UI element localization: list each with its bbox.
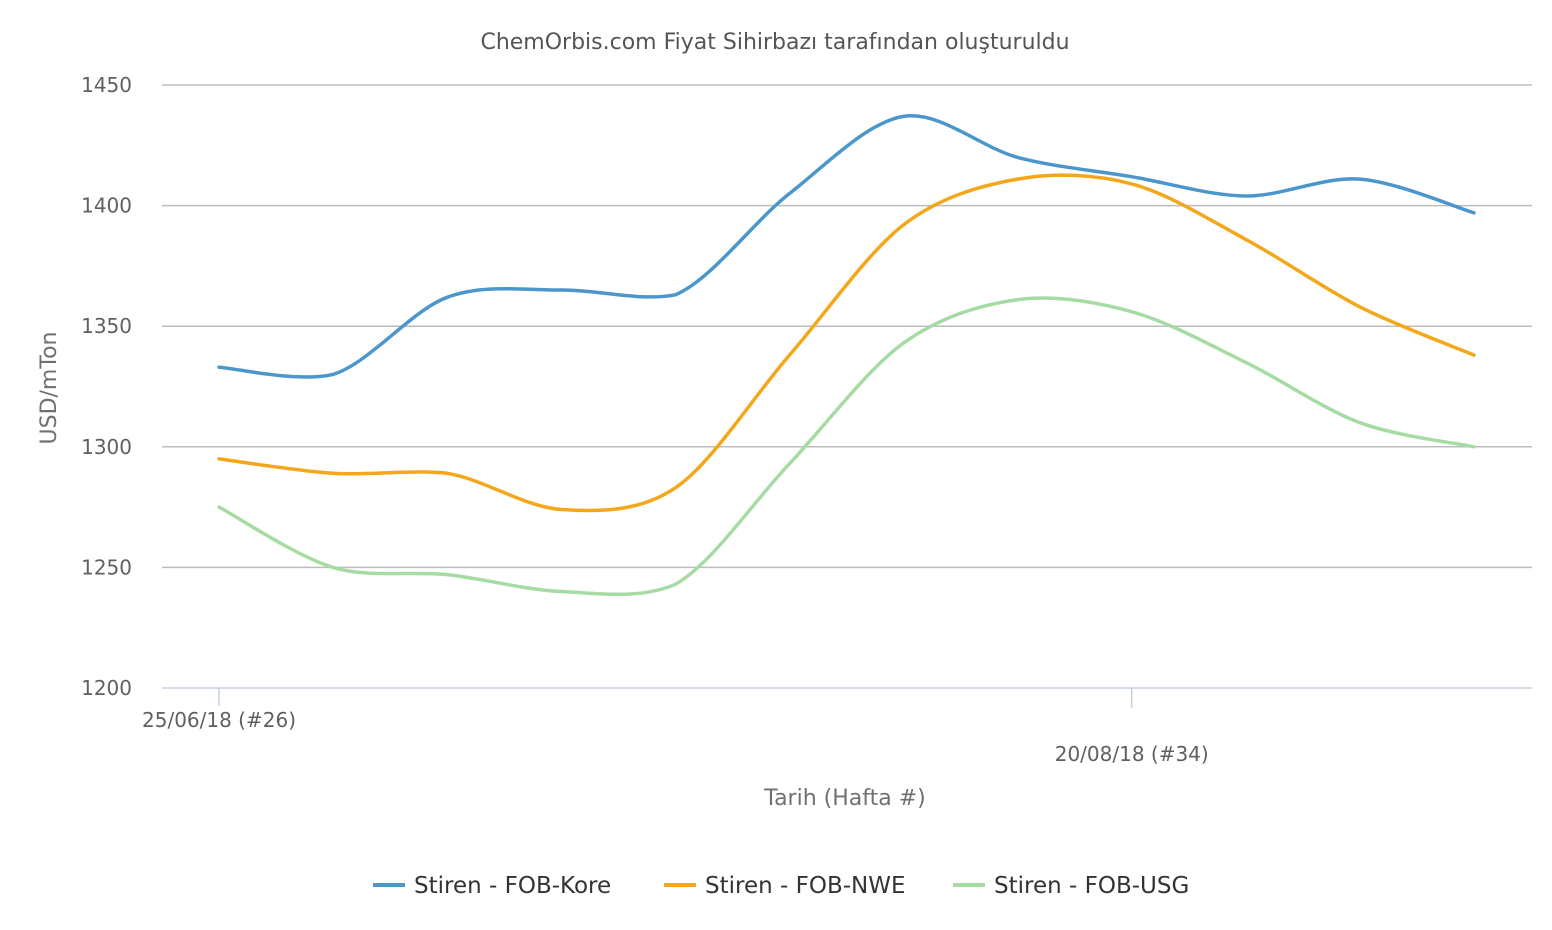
- legend-item[interactable]: Stiren - FOB-Kore: [373, 873, 611, 899]
- legend-label: Stiren - FOB-Kore: [414, 873, 611, 899]
- series-lines: [217, 114, 1476, 597]
- y-tick-labels: 1200 1250 1300 1350 1400 1450: [81, 73, 132, 700]
- series-line-1: [217, 114, 1476, 379]
- y-tick-label: 1250: [81, 555, 132, 579]
- legend: Stiren - FOB-Kore Stiren - FOB-NWE Stiren …: [373, 873, 1189, 899]
- x-ticks: 25/06/18 (#26) 20/08/18 (#34): [142, 688, 1209, 766]
- legend-item[interactable]: Stiren - FOB-NWE: [664, 873, 906, 899]
- series-line-3: [217, 296, 1476, 597]
- chart-title: ChemOrbis.com Fiyat Sihirbazı tarafından…: [480, 30, 1069, 55]
- legend-label: Stiren - FOB-USG: [994, 873, 1189, 899]
- x-axis-title: Tarih (Hafta #): [763, 786, 925, 811]
- legend-item[interactable]: Stiren - FOB-USG: [953, 873, 1189, 899]
- y-axis-title: USD/mTon: [37, 332, 62, 445]
- y-tick-label: 1200: [81, 676, 132, 700]
- x-tick-label: 20/08/18 (#34): [1055, 742, 1209, 766]
- y-tick-label: 1400: [81, 194, 132, 218]
- y-tick-label: 1450: [81, 73, 132, 97]
- legend-label: Stiren - FOB-NWE: [705, 873, 906, 899]
- series-line-2: [217, 173, 1476, 513]
- gridlines: [162, 84, 1532, 689]
- x-tick-label: 25/06/18 (#26): [142, 708, 296, 732]
- y-tick-label: 1350: [81, 314, 132, 338]
- y-tick-label: 1300: [81, 435, 132, 459]
